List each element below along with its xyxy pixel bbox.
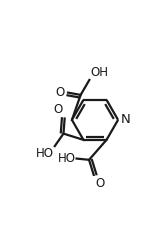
Text: HO: HO (58, 152, 76, 165)
Text: O: O (56, 86, 65, 99)
Text: O: O (95, 177, 104, 190)
Text: HO: HO (36, 147, 54, 160)
Text: O: O (53, 103, 62, 116)
Text: OH: OH (90, 66, 108, 79)
Text: N: N (121, 113, 131, 126)
